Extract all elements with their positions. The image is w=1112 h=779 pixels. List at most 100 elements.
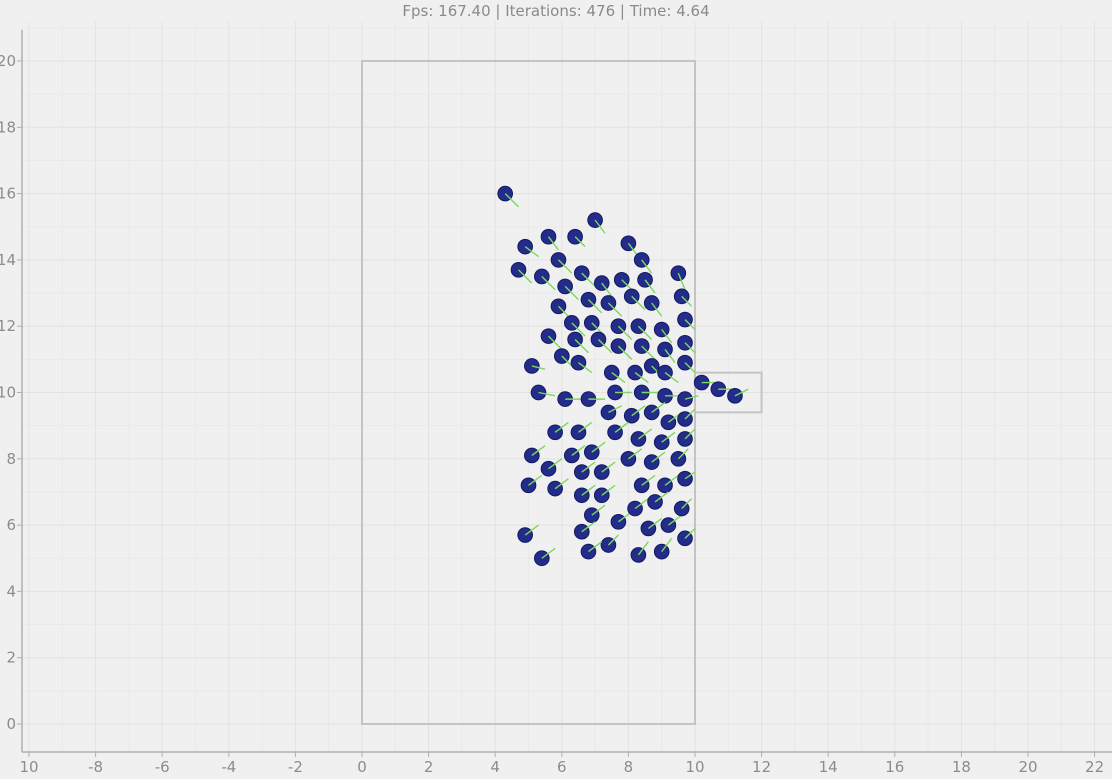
x-tick-label: -4 bbox=[221, 758, 236, 776]
agent bbox=[657, 341, 676, 364]
agent-velocity bbox=[654, 491, 669, 503]
x-tick-label: 4 bbox=[490, 758, 500, 776]
agent-velocity bbox=[504, 193, 520, 208]
agent bbox=[610, 318, 633, 340]
agent bbox=[573, 461, 596, 480]
agent-velocity bbox=[601, 282, 613, 297]
agent-velocity bbox=[564, 285, 579, 301]
agent bbox=[673, 288, 693, 307]
agent-velocity bbox=[664, 474, 679, 486]
agent-velocity bbox=[631, 405, 646, 417]
y-tick-label: 2 bbox=[6, 649, 16, 667]
agent-velocity bbox=[531, 365, 546, 370]
agent-body bbox=[640, 520, 657, 537]
agent-velocity bbox=[644, 279, 656, 294]
agent-body bbox=[583, 444, 600, 460]
agent bbox=[567, 331, 589, 354]
agent bbox=[643, 451, 666, 470]
agent bbox=[677, 527, 696, 547]
agent bbox=[677, 470, 696, 487]
agent bbox=[660, 514, 683, 533]
agent-velocity bbox=[641, 474, 656, 486]
agent bbox=[630, 318, 653, 340]
status-bar: Fps: 167.40 | Iterations: 476 | Time: 4.… bbox=[402, 2, 710, 20]
agent bbox=[627, 364, 649, 384]
agent-velocity bbox=[641, 259, 653, 274]
agent-velocity bbox=[661, 329, 673, 344]
agent bbox=[623, 405, 646, 424]
agents bbox=[497, 185, 749, 567]
agent bbox=[633, 252, 653, 274]
agent-velocity bbox=[681, 498, 693, 510]
agent-body bbox=[593, 275, 610, 291]
agent bbox=[677, 428, 696, 447]
agent-velocity bbox=[591, 504, 606, 516]
agent bbox=[573, 484, 596, 504]
exit-corridor bbox=[695, 371, 763, 414]
agent-body bbox=[570, 424, 587, 441]
agent bbox=[524, 444, 546, 464]
agent-velocity bbox=[591, 441, 606, 453]
agent-velocity bbox=[607, 534, 619, 546]
agent bbox=[633, 384, 659, 401]
x-tick-label: -6 bbox=[155, 758, 170, 776]
agent bbox=[587, 212, 606, 234]
agent-velocity bbox=[684, 362, 696, 374]
x-tick-label: -2 bbox=[288, 758, 303, 776]
agent-velocity bbox=[641, 345, 656, 360]
agent bbox=[647, 491, 669, 510]
agent bbox=[510, 262, 533, 284]
agent-velocity bbox=[581, 521, 596, 533]
simulation-plot[interactable]: 10 -8 -6 -4 -2 0 2 4 6 8 10 12 14 16 18 20 22 0 2 4 6 8 10 12 14… bbox=[0, 22, 1112, 779]
x-tick-label: 0 bbox=[357, 758, 367, 776]
agent-velocity bbox=[627, 448, 643, 460]
agent bbox=[653, 431, 676, 451]
agent-velocity bbox=[637, 541, 649, 556]
agent-velocity bbox=[597, 338, 613, 354]
agent-velocity bbox=[677, 448, 689, 460]
agent bbox=[607, 384, 632, 401]
agent-velocity bbox=[581, 272, 596, 287]
agent bbox=[600, 404, 623, 421]
agent bbox=[533, 268, 556, 291]
agent bbox=[653, 537, 673, 560]
agent-velocity bbox=[631, 295, 646, 311]
agent-velocity bbox=[677, 272, 686, 290]
agent bbox=[627, 498, 649, 517]
x-tick-label: 16 bbox=[885, 758, 904, 776]
agent-velocity bbox=[548, 458, 563, 470]
agent bbox=[637, 271, 656, 294]
agent-velocity bbox=[518, 269, 533, 284]
y-tick-label: 20 bbox=[0, 52, 16, 70]
agent-body bbox=[623, 407, 640, 424]
x-tick-label: 2 bbox=[424, 758, 434, 776]
room-outline bbox=[361, 60, 763, 725]
agent bbox=[583, 504, 606, 523]
agent-body bbox=[653, 434, 670, 451]
agent bbox=[533, 547, 556, 567]
agent-body bbox=[660, 414, 677, 431]
y-tick-label: 4 bbox=[6, 582, 16, 600]
agent bbox=[550, 252, 573, 274]
agent-velocity bbox=[664, 348, 676, 364]
y-tick-label: 14 bbox=[0, 251, 16, 269]
y-tick-label: 18 bbox=[0, 118, 16, 136]
agent bbox=[497, 185, 520, 208]
agent bbox=[580, 391, 606, 407]
agent-velocity bbox=[581, 484, 596, 496]
agent-velocity bbox=[541, 547, 556, 559]
agent bbox=[517, 238, 539, 258]
x-tick-label: -8 bbox=[88, 758, 103, 776]
agent bbox=[563, 444, 586, 464]
agent bbox=[573, 521, 596, 540]
agent bbox=[710, 381, 732, 398]
agent bbox=[620, 448, 643, 467]
agent bbox=[610, 511, 633, 530]
agent bbox=[633, 474, 656, 494]
agent-velocity bbox=[651, 302, 663, 317]
agent bbox=[583, 315, 606, 337]
agent-velocity bbox=[601, 461, 616, 473]
x-tick-label: 12 bbox=[752, 758, 771, 776]
agent-velocity bbox=[557, 259, 573, 274]
agent-velocity bbox=[661, 431, 676, 443]
